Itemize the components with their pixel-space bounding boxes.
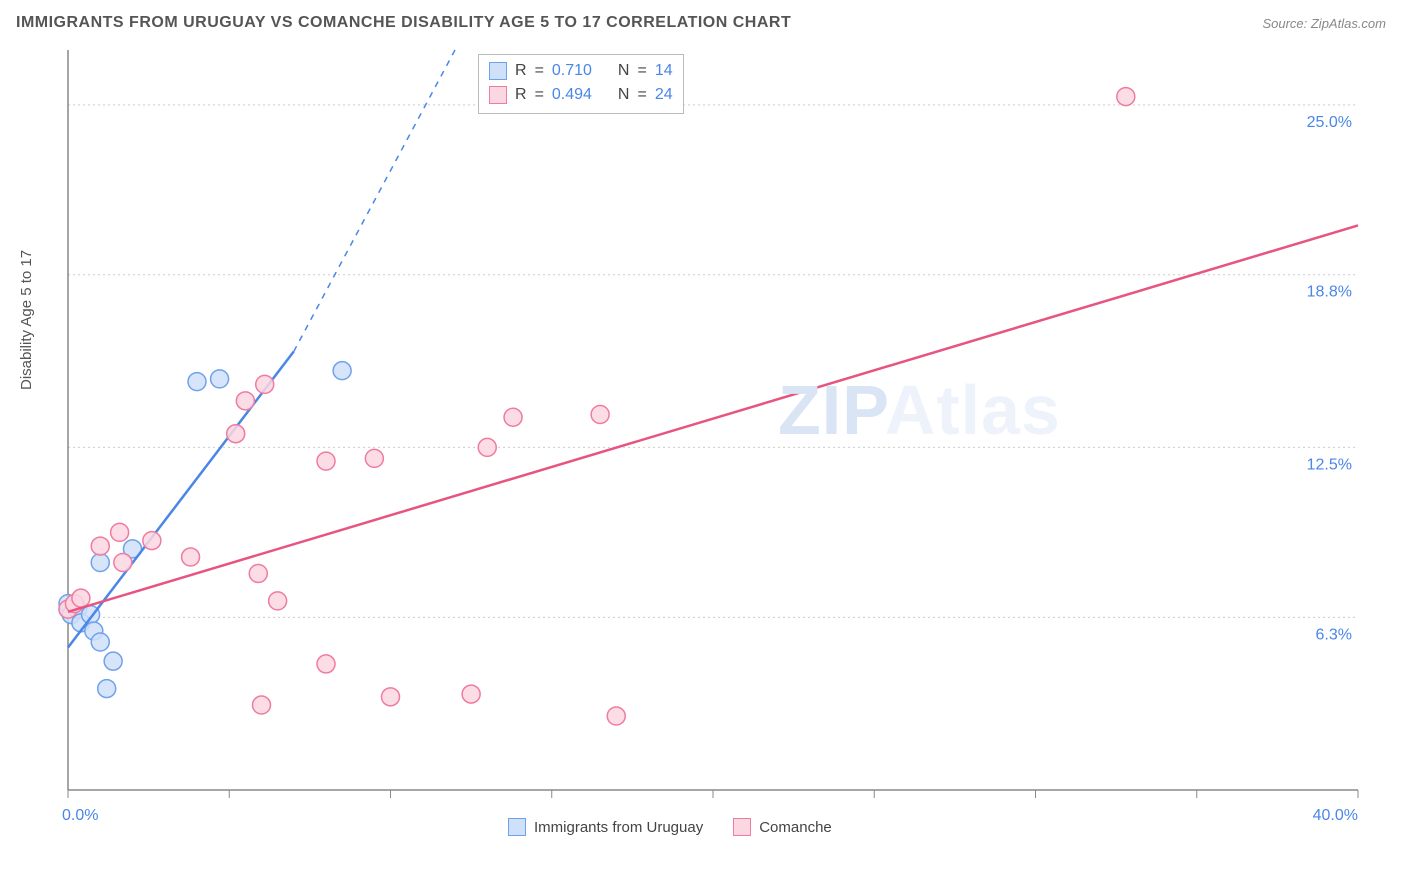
svg-text:0.0%: 0.0% bbox=[62, 807, 98, 824]
legend-label: Immigrants from Uruguay bbox=[534, 819, 703, 836]
equals-sign: = bbox=[535, 62, 544, 80]
r-value: 0.710 bbox=[552, 62, 610, 80]
equals-sign: = bbox=[637, 62, 646, 80]
svg-text:18.8%: 18.8% bbox=[1307, 284, 1352, 301]
legend-swatch-uruguay bbox=[489, 62, 507, 80]
n-value: 24 bbox=[655, 86, 673, 104]
legend-item: Comanche bbox=[733, 818, 832, 836]
legend-swatch-comanche bbox=[489, 86, 507, 104]
n-value: 14 bbox=[655, 62, 673, 80]
source-prefix: Source: bbox=[1262, 16, 1310, 31]
equals-sign: = bbox=[535, 86, 544, 104]
legend-item: Immigrants from Uruguay bbox=[508, 818, 703, 836]
svg-text:6.3%: 6.3% bbox=[1316, 626, 1352, 643]
legend-row: R = 0.710 N = 14 bbox=[489, 59, 673, 83]
y-axis-label: Disability Age 5 to 17 bbox=[18, 250, 35, 390]
legend-swatch-comanche bbox=[733, 818, 751, 836]
legend-row: R = 0.494 N = 24 bbox=[489, 83, 673, 107]
n-label: N bbox=[618, 62, 630, 80]
chart-area: Disability Age 5 to 17 ZIPAtlas 6.3%12.5… bbox=[48, 40, 1388, 840]
svg-text:12.5%: 12.5% bbox=[1307, 456, 1352, 473]
source-name: ZipAtlas.com bbox=[1311, 16, 1386, 31]
series-legend: Immigrants from Uruguay Comanche bbox=[508, 818, 832, 836]
r-label: R bbox=[515, 62, 527, 80]
scatter-chart: 6.3% 12.5% 18.8% 25.0% 0.0% 40.0% bbox=[48, 40, 1388, 840]
r-value: 0.494 bbox=[552, 86, 610, 104]
chart-source: Source: ZipAtlas.com bbox=[1262, 16, 1386, 31]
svg-text:40.0%: 40.0% bbox=[1313, 807, 1358, 824]
legend-swatch-uruguay bbox=[508, 818, 526, 836]
r-label: R bbox=[515, 86, 527, 104]
n-label: N bbox=[618, 86, 630, 104]
correlation-legend: R = 0.710 N = 14 R = 0.494 N = 24 bbox=[478, 54, 684, 114]
chart-title: IMMIGRANTS FROM URUGUAY VS COMANCHE DISA… bbox=[16, 14, 791, 32]
legend-label: Comanche bbox=[759, 819, 832, 836]
svg-text:25.0%: 25.0% bbox=[1307, 114, 1352, 131]
chart-header: IMMIGRANTS FROM URUGUAY VS COMANCHE DISA… bbox=[0, 0, 1406, 40]
equals-sign: = bbox=[637, 86, 646, 104]
